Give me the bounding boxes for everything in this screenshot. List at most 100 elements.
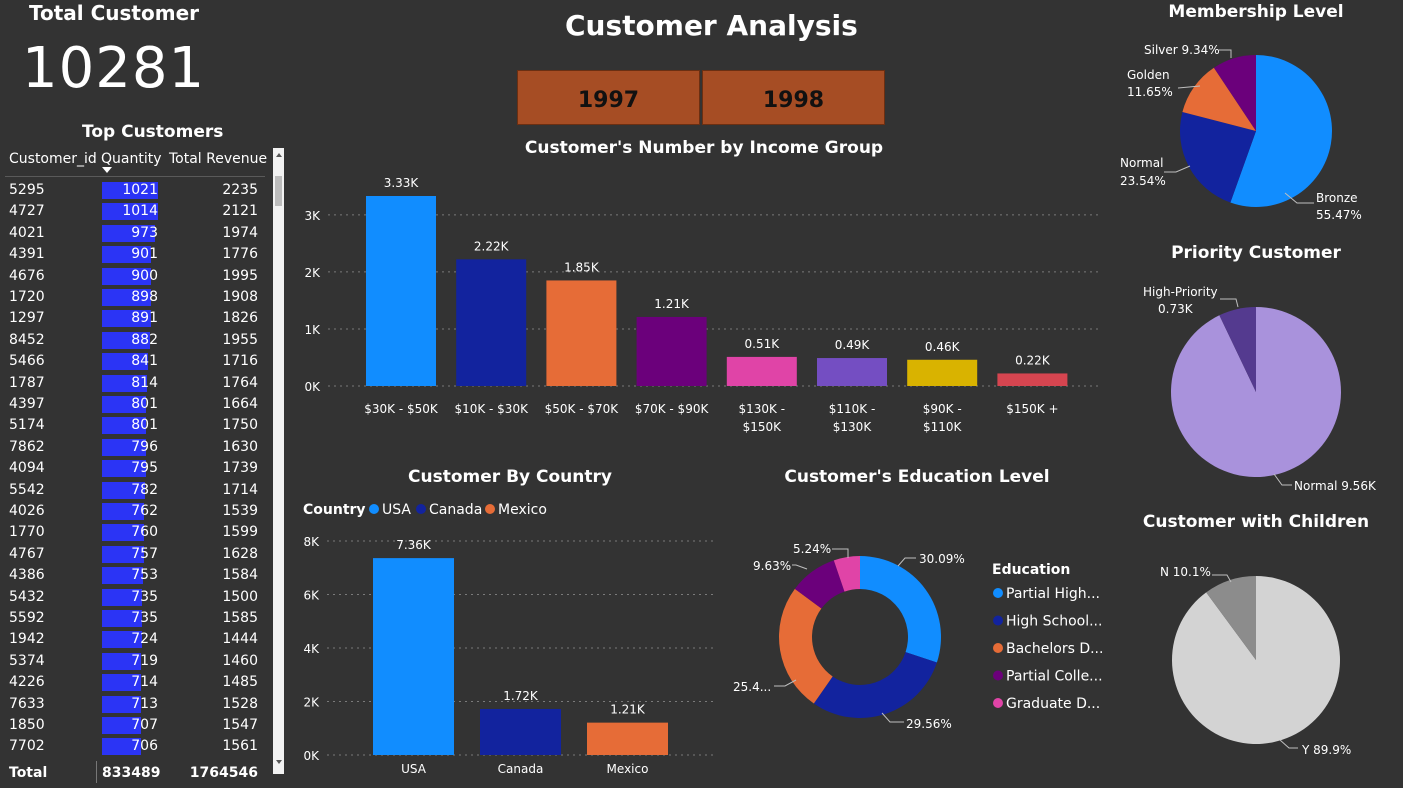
cell-customer-id: 1297 xyxy=(9,310,45,327)
year-1998-button[interactable]: 1998 xyxy=(702,70,885,125)
pie-slice[interactable] xyxy=(1230,55,1332,207)
data-label: 1.21K xyxy=(610,703,646,717)
bar[interactable] xyxy=(726,356,797,386)
legend-item[interactable]: USA xyxy=(382,502,411,518)
scrollbar-thumb[interactable] xyxy=(275,176,282,206)
cell-quantity: 891 xyxy=(131,310,158,327)
pie-slice[interactable] xyxy=(860,556,941,663)
bar[interactable] xyxy=(373,558,454,755)
total-divider xyxy=(96,761,97,783)
pie-slice[interactable] xyxy=(1180,112,1256,203)
legend-item[interactable]: Mexico xyxy=(498,502,547,518)
legend-title: Country xyxy=(303,502,366,518)
column-header-total-revenue[interactable]: Total Revenue xyxy=(169,151,268,167)
data-label: 9.63% xyxy=(753,559,791,573)
children-pie-chart: Customer with Children Y 89.9% N 10.1% xyxy=(1143,512,1369,757)
page-title: Customer Analysis xyxy=(565,9,858,42)
bar[interactable] xyxy=(546,280,617,386)
y-tick-label: 8K xyxy=(303,535,320,549)
cell-customer-id: 5592 xyxy=(9,610,45,626)
pie-slice[interactable] xyxy=(1206,576,1256,660)
cell-total-revenue: 1585 xyxy=(222,610,258,626)
pie-slice[interactable] xyxy=(1213,55,1256,131)
data-label: High-Priority xyxy=(1143,285,1218,299)
year-1997-button[interactable]: 1997 xyxy=(517,70,700,125)
bar[interactable] xyxy=(480,708,561,755)
pie-slice[interactable] xyxy=(1219,307,1256,392)
cell-total-revenue: 1955 xyxy=(222,331,258,348)
leader-line xyxy=(1212,574,1232,583)
leader-line xyxy=(1284,192,1314,204)
quantity-data-bar xyxy=(102,310,151,328)
data-label: 0.49K xyxy=(835,338,871,352)
cell-total-revenue: 1750 xyxy=(222,417,258,434)
data-label: 29.56% xyxy=(906,717,952,731)
legend-item[interactable]: High School... xyxy=(1006,614,1102,630)
pie-slice[interactable] xyxy=(833,556,860,592)
cell-quantity: 706 xyxy=(131,738,158,755)
cell-quantity: 719 xyxy=(131,652,158,669)
data-label: 3.33K xyxy=(384,176,420,190)
cell-quantity: 841 xyxy=(131,353,158,370)
quantity-data-bar xyxy=(102,588,143,606)
chevron-down-icon[interactable] xyxy=(276,760,282,764)
cell-quantity: 795 xyxy=(131,460,158,477)
leader-line xyxy=(792,564,808,570)
data-label: Golden xyxy=(1127,68,1170,82)
bar[interactable] xyxy=(817,358,887,386)
bar[interactable] xyxy=(997,373,1068,386)
column-header-quantity[interactable]: Quantity xyxy=(101,151,162,167)
data-label: 7.36K xyxy=(396,538,432,552)
x-tick-label: Canada xyxy=(498,762,544,776)
cell-customer-id: 4021 xyxy=(9,224,45,241)
legend-marker xyxy=(993,615,1003,626)
table-title: Top Customers xyxy=(82,122,224,142)
pie-slice[interactable] xyxy=(1182,67,1256,131)
bar[interactable] xyxy=(587,722,668,755)
legend-marker xyxy=(993,643,1003,653)
bar[interactable] xyxy=(907,359,978,386)
bar[interactable] xyxy=(636,316,707,386)
quantity-data-bar xyxy=(102,738,141,756)
quantity-data-bar xyxy=(102,652,142,670)
chart-title: Priority Customer xyxy=(1171,243,1341,263)
x-tick-label: $150K + xyxy=(1006,402,1058,416)
x-tick-label: $110K xyxy=(923,420,963,434)
pie-slice[interactable] xyxy=(779,588,833,704)
chart-title: Customer's Number by Income Group xyxy=(525,138,883,158)
data-label: 11.65% xyxy=(1127,85,1173,99)
cell-quantity: 753 xyxy=(131,567,158,584)
data-label: Normal xyxy=(1120,156,1163,170)
cell-customer-id: 4727 xyxy=(9,203,45,220)
bar[interactable] xyxy=(456,259,527,386)
cell-quantity: 707 xyxy=(131,717,158,733)
cell-total-revenue: 1776 xyxy=(222,246,258,263)
cell-total-revenue: 1630 xyxy=(222,438,258,455)
cell-quantity: 796 xyxy=(131,438,158,455)
data-label: 55.47% xyxy=(1316,208,1362,222)
quantity-data-bar xyxy=(102,396,146,413)
cell-quantity: 898 xyxy=(131,289,158,305)
column-header-customer-id[interactable]: Customer_id xyxy=(9,151,97,167)
cell-customer-id: 4676 xyxy=(9,267,45,284)
legend-item[interactable]: Canada xyxy=(429,502,482,518)
priority-pie-chart: Priority Customer Normal 9.56K High-Priori… xyxy=(1143,243,1377,493)
cell-total-revenue: 1714 xyxy=(222,481,258,498)
pie-slice[interactable] xyxy=(813,652,937,719)
pie-slice[interactable] xyxy=(1172,576,1341,744)
sort-descending-icon xyxy=(102,167,112,173)
data-label: 2.22K xyxy=(474,239,510,253)
legend-item[interactable]: Graduate D... xyxy=(1006,696,1100,712)
data-label: Bronze xyxy=(1316,191,1358,205)
bar[interactable] xyxy=(366,196,436,386)
legend-item[interactable]: Partial High... xyxy=(1006,586,1100,602)
cell-quantity: 1014 xyxy=(122,203,158,220)
legend-item[interactable]: Partial Colle... xyxy=(1006,669,1103,685)
table-scrollbar[interactable] xyxy=(273,148,284,774)
legend-item[interactable]: Bachelors D... xyxy=(1006,641,1103,657)
pie-slice[interactable] xyxy=(794,560,845,609)
cell-customer-id: 7702 xyxy=(9,738,45,755)
chevron-up-icon[interactable] xyxy=(276,153,282,157)
cell-quantity: 801 xyxy=(131,396,158,412)
chart-title: Customer By Country xyxy=(408,467,612,487)
